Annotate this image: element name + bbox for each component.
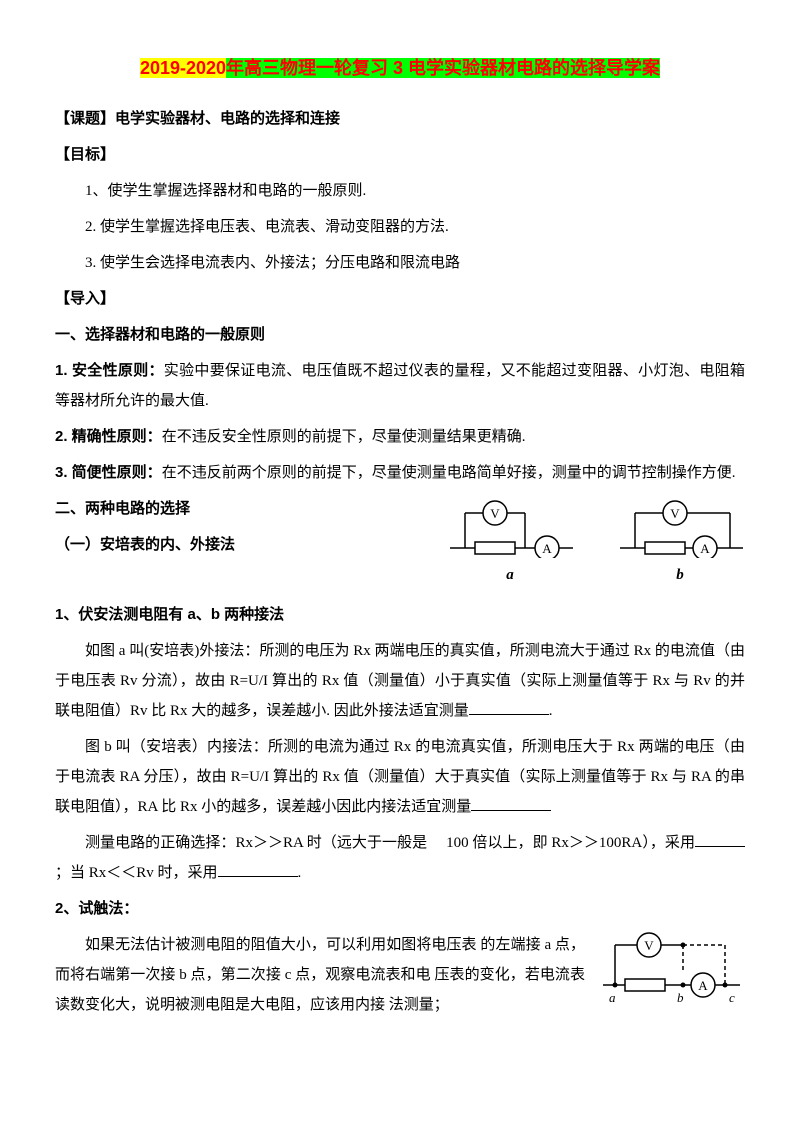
circuit-b-svg: V A: [615, 498, 745, 558]
s1-p1: 1. 安全性原则：实验中要保证电流、电压值既不超过仪表的量程，又不能超过变阻器、…: [55, 356, 745, 416]
blank-3: [695, 831, 745, 847]
m1-p2: 图 b 叫（安培表）内接法：所测的电流为通过 Rx 的电流真实值，所测电压大于 …: [55, 732, 745, 822]
svg-text:V: V: [644, 938, 654, 953]
topic-text: 电学实验器材、电路的选择和连接: [115, 110, 340, 127]
m1-p3b: 100 倍以上，即 Rx＞＞100RA），采用: [446, 835, 695, 851]
title-year: 2019-2020: [140, 58, 226, 78]
m1-p3a: 测量电路的正确选择：Rx＞＞RA 时（远大于一般是: [85, 835, 427, 851]
blank-2: [471, 795, 551, 811]
s1-p3-lead: 3. 简便性原则：: [55, 464, 162, 481]
title-rest: 年高三物理一轮复习 3 电学实验器材电路的选择导学案: [226, 58, 660, 78]
goal-2: 2. 使学生掌握选择电压表、电流表、滑动变阻器的方法.: [55, 212, 745, 242]
blank-4: [218, 861, 298, 877]
svg-text:a: a: [609, 990, 616, 1005]
circuit-a-svg: V A: [445, 498, 575, 558]
fig-a-label: a: [506, 560, 514, 590]
topic-line: 【课题】电学实验器材、电路的选择和连接: [55, 104, 745, 134]
goal-label: 【目标】: [55, 140, 745, 170]
circuit-figure-c: a V b A c: [595, 930, 745, 1016]
circuit-figures-ab: V A a V: [445, 494, 745, 594]
goal-3: 3. 使学生会选择电流表内、外接法；分压电路和限流电路: [55, 248, 745, 278]
topic-label: 【课题】: [55, 110, 115, 127]
svg-text:A: A: [700, 541, 710, 556]
s1-p2-lead: 2. 精确性原则：: [55, 428, 162, 445]
m2-heading: 2、试触法：: [55, 894, 745, 924]
s1-p3-text: 在不违反前两个原则的前提下，尽量使测量电路简单好接，测量中的调节控制操作方便.: [162, 465, 736, 481]
fig-b-label: b: [676, 560, 684, 590]
s1-p3: 3. 简便性原则：在不违反前两个原则的前提下，尽量使测量电路简单好接，测量中的调…: [55, 458, 745, 488]
s1-p1-lead: 1. 安全性原则：: [55, 362, 164, 379]
s1-heading: 一、选择器材和电路的一般原则: [55, 320, 745, 350]
m1-p1: 如图 a 叫(安培表)外接法：所测的电压为 Rx 两端电压的真实值，所测电流大于…: [55, 636, 745, 726]
m2-p1a: 如果无法估计被测电阻的阻值大小，可以利用如图将电压表: [85, 937, 477, 953]
goal-1: 1、使学生掌握选择器材和电路的一般原则.: [55, 176, 745, 206]
m1-p1-text: 如图 a 叫(安培表)外接法：所测的电压为 Rx 两端电压的真实值，所测电流大于…: [55, 643, 745, 719]
circuit-c-svg: a V b A c: [595, 930, 745, 1005]
m1-heading: 1、伏安法测电阻有 a、b 两种接法: [55, 600, 745, 630]
m1-p2-text: 图 b 叫（安培表）内接法：所测的电流为通过 Rx 的电流真实值，所测电压大于 …: [55, 739, 745, 815]
svg-text:V: V: [670, 506, 680, 521]
svg-text:A: A: [698, 978, 708, 993]
intro-label: 【导入】: [55, 284, 745, 314]
m1-p3c: ；当 Rx＜＜Rv 时，采用: [55, 865, 218, 881]
svg-text:A: A: [542, 541, 552, 556]
s1-p2: 2. 精确性原则：在不违反安全性原则的前提下，尽量使测量结果更精确.: [55, 422, 745, 452]
blank-1: [469, 699, 549, 715]
m2-p1d: 法测量；: [389, 997, 449, 1013]
svg-text:b: b: [677, 990, 684, 1005]
m1-p3: 测量电路的正确选择：Rx＞＞RA 时（远大于一般是 100 倍以上，即 Rx＞＞…: [55, 828, 745, 888]
page-title: 2019-2020年高三物理一轮复习 3 电学实验器材电路的选择导学案: [55, 50, 745, 86]
svg-text:V: V: [490, 506, 500, 521]
s1-p2-text: 在不违反安全性原则的前提下，尽量使测量结果更精确.: [162, 429, 526, 445]
svg-text:c: c: [729, 990, 735, 1005]
